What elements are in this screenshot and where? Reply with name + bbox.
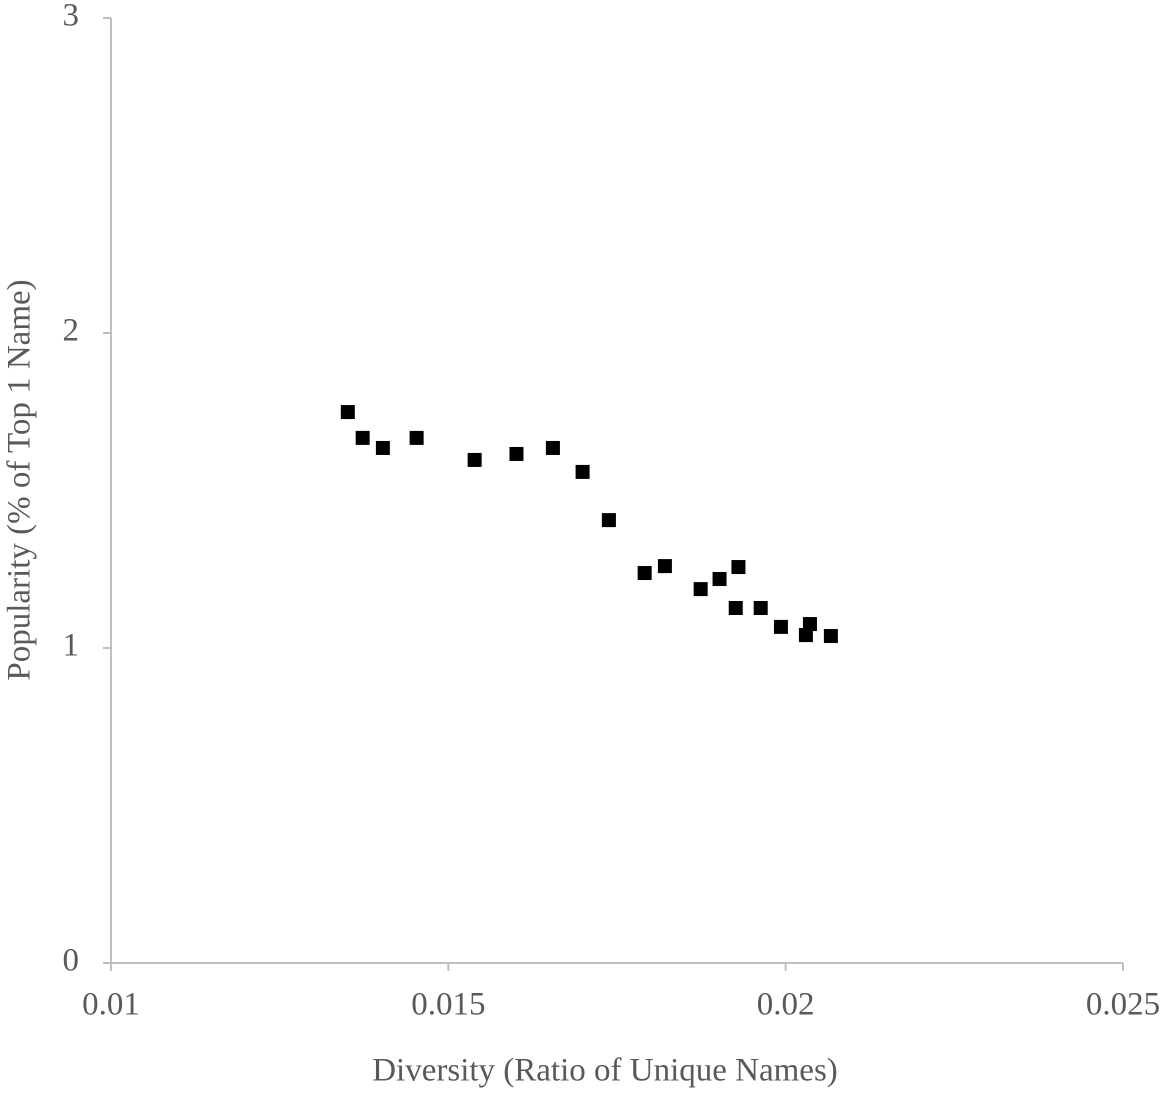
x-axis-title: Diversity (Ratio of Unique Names) [372,1053,838,1089]
point [467,452,482,467]
point [657,559,672,574]
y-tick-label: 1 [63,628,80,664]
point [637,566,652,581]
x-tick-label: 0.02 [757,987,815,1023]
point [823,629,838,644]
point [509,446,524,461]
point [409,430,424,445]
point [802,617,817,632]
point [545,440,560,455]
point [693,582,708,597]
point [753,600,768,615]
point [728,600,743,615]
y-axis-title: Popularity (% of Top 1 Name) [2,279,38,680]
y-tick-label: 2 [63,313,80,349]
point [601,513,616,528]
x-tick-label: 0.025 [1086,987,1160,1023]
y-tick-label: 0 [63,943,80,979]
x-tick-label: 0.015 [411,987,485,1023]
x-tick-label: 0.01 [82,987,140,1023]
y-tick-label: 3 [63,0,80,34]
point [731,560,746,575]
point [375,440,390,455]
point [798,628,813,643]
point [773,619,788,634]
point [575,464,590,479]
point [355,430,370,445]
point [340,405,355,420]
point [712,572,727,587]
